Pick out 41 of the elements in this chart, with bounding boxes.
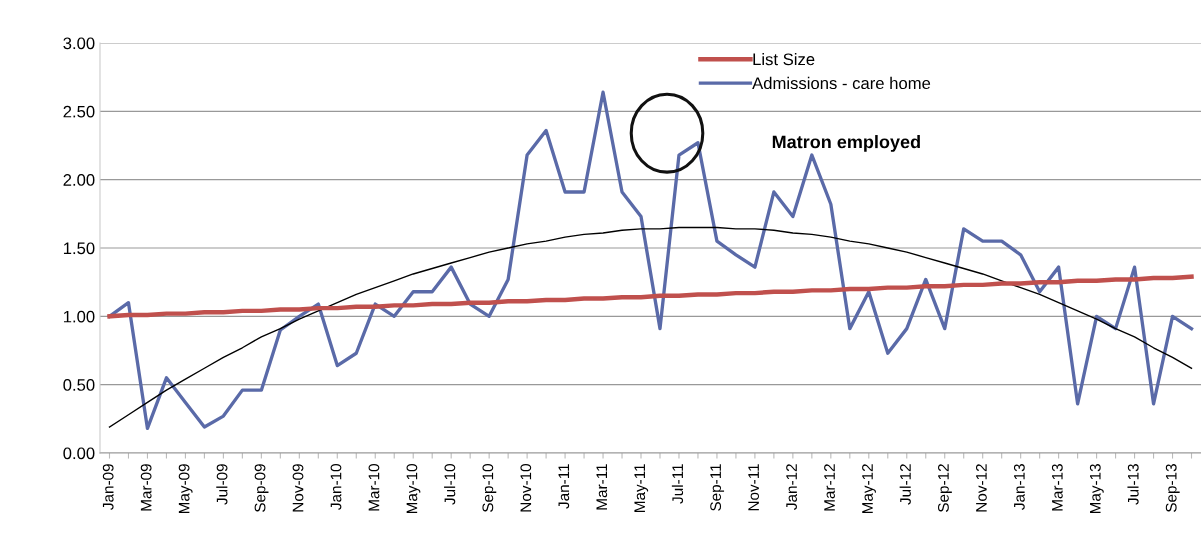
annotation: Matron employed bbox=[772, 135, 920, 152]
legend-label: List Size bbox=[753, 53, 815, 66]
y-tick-label: 0.00 bbox=[63, 447, 95, 460]
y-tick-label: 3.00 bbox=[63, 37, 95, 50]
y-tick-label: 1.00 bbox=[63, 310, 95, 323]
x-tick-label: Jan-13 bbox=[1013, 464, 1025, 510]
x-tick-label: Sep-12 bbox=[938, 464, 952, 512]
x-tick-label: May-09 bbox=[178, 464, 193, 514]
y-tick-label: 2.50 bbox=[63, 105, 95, 118]
x-tick-label: May-13 bbox=[1089, 464, 1104, 514]
x-tick-label: Mar-13 bbox=[1051, 464, 1063, 511]
x-tick-label: Jan-12 bbox=[786, 464, 797, 510]
x-tick-label: Jul-09 bbox=[216, 464, 228, 505]
x-tick-label: Jan-09 bbox=[102, 464, 114, 510]
x-tick-label: Mar-11 bbox=[596, 464, 608, 510]
x-tick-label: Sep-10 bbox=[482, 464, 497, 512]
x-tick-label: Jan-10 bbox=[330, 464, 342, 510]
line-series bbox=[108, 226, 1193, 428]
x-tick-label: Sep-11 bbox=[710, 464, 725, 511]
x-tick-label: Mar-09 bbox=[140, 464, 152, 511]
x-tick-label: Sep-13 bbox=[1165, 464, 1180, 512]
x-tick-label: Mar-12 bbox=[824, 464, 835, 511]
y-tick-label: 2.00 bbox=[63, 174, 95, 186]
x-tick-label: Nov-09 bbox=[292, 464, 304, 512]
x-tick-label: Jan-11 bbox=[558, 464, 570, 509]
x-tick-label: Nov-11 bbox=[748, 464, 760, 511]
x-tick-label: Jul-11 bbox=[671, 464, 684, 504]
x-tick-label: May-10 bbox=[406, 464, 421, 514]
x-tick-label: May-12 bbox=[862, 464, 876, 514]
x-tick-label: Nov-10 bbox=[520, 464, 532, 512]
x-tick-label: Jul-12 bbox=[899, 464, 911, 505]
x-tick-label: Jul-13 bbox=[1127, 464, 1139, 505]
y-tick-label: 1.50 bbox=[63, 242, 95, 255]
x-tick-label: Nov-12 bbox=[975, 464, 987, 512]
x-tick-label: May-11 bbox=[634, 464, 649, 512]
x-tick-label: Mar-10 bbox=[368, 464, 380, 511]
x-tick-label: Jul-10 bbox=[444, 464, 456, 505]
x-tick-label: Sep-09 bbox=[254, 464, 269, 512]
y-tick-label: 0.50 bbox=[63, 379, 95, 391]
line-series bbox=[107, 274, 1194, 319]
legend-label: Admissions - care home bbox=[752, 76, 931, 90]
